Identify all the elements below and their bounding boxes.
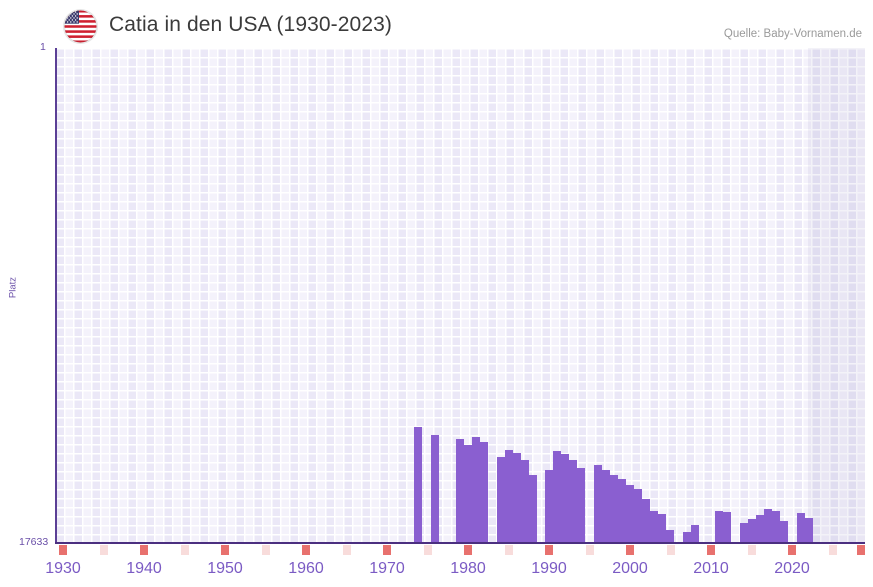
bar[interactable]: [683, 532, 691, 543]
x-axis-tick: [707, 545, 715, 555]
x-axis-line: [55, 542, 865, 544]
bar[interactable]: [740, 523, 748, 543]
source-credit: Quelle: Baby-Vornamen.de: [723, 28, 862, 40]
us-flag-icon: [64, 10, 97, 43]
bar[interactable]: [497, 457, 505, 543]
bar[interactable]: [618, 479, 626, 543]
x-axis-label: 1940: [126, 560, 162, 577]
x-axis-tick: [545, 545, 553, 555]
x-axis-tick: [140, 545, 148, 555]
x-axis-tick: [383, 545, 391, 555]
x-axis-tick: [100, 545, 108, 555]
y-axis-bottom-label: 17633: [19, 536, 49, 548]
bar[interactable]: [472, 437, 480, 543]
bar[interactable]: [569, 460, 577, 543]
x-axis-tick: [748, 545, 756, 555]
bar[interactable]: [505, 450, 513, 543]
x-axis-label: 1960: [288, 560, 324, 577]
bar[interactable]: [594, 465, 602, 543]
x-axis-tick: [424, 545, 432, 555]
bar[interactable]: [797, 513, 805, 543]
x-axis-tick: [788, 545, 796, 555]
x-axis-label: 1970: [369, 560, 405, 577]
bar[interactable]: [480, 442, 488, 543]
bar[interactable]: [715, 511, 723, 543]
x-axis-label: 1930: [45, 560, 81, 577]
x-axis-tick: [464, 545, 472, 555]
x-axis-tick: [343, 545, 351, 555]
y-axis-top-label: 1: [40, 41, 46, 53]
bar[interactable]: [414, 427, 422, 543]
x-axis-tick: [586, 545, 594, 555]
bar[interactable]: [666, 530, 674, 543]
x-axis-label: 1980: [450, 560, 486, 577]
bar[interactable]: [650, 511, 658, 543]
bar[interactable]: [545, 470, 553, 543]
x-axis-tick: [262, 545, 270, 555]
bar[interactable]: [626, 485, 634, 543]
bar[interactable]: [602, 470, 610, 543]
x-axis-tick: [626, 545, 634, 555]
bar[interactable]: [658, 514, 666, 543]
x-axis-label: 2020: [774, 560, 810, 577]
bar[interactable]: [764, 509, 772, 543]
bar[interactable]: [748, 519, 756, 543]
y-axis-title: Platz: [7, 276, 19, 299]
bar[interactable]: [456, 439, 464, 543]
x-axis-tick: [829, 545, 837, 555]
bar[interactable]: [780, 521, 788, 543]
bar[interactable]: [521, 460, 529, 543]
x-axis-tick: [221, 545, 229, 555]
x-axis-tick: [302, 545, 310, 555]
bar[interactable]: [464, 445, 472, 543]
bar[interactable]: [431, 435, 439, 543]
bar[interactable]: [756, 515, 764, 543]
bar[interactable]: [805, 518, 813, 543]
page-title: Catia in den USA (1930-2023): [109, 13, 392, 36]
x-axis-label: 1990: [531, 560, 567, 577]
x-axis-label: 1950: [207, 560, 243, 577]
x-axis-tick: [857, 545, 865, 555]
x-axis-label: 2000: [612, 560, 648, 577]
bar[interactable]: [577, 468, 585, 543]
x-axis-tick: [505, 545, 513, 555]
bar[interactable]: [513, 453, 521, 543]
bar[interactable]: [723, 512, 731, 543]
bar[interactable]: [634, 489, 642, 543]
x-axis-tick: [181, 545, 189, 555]
bar[interactable]: [561, 454, 569, 543]
bar[interactable]: [553, 451, 561, 543]
x-axis-tick: [667, 545, 675, 555]
y-axis-line: [55, 48, 57, 544]
plot-area: [55, 48, 865, 543]
bar[interactable]: [772, 511, 780, 543]
bar[interactable]: [529, 475, 537, 543]
x-axis-label: 2010: [693, 560, 729, 577]
x-axis-tick: [59, 545, 67, 555]
bar[interactable]: [642, 499, 650, 543]
bar[interactable]: [610, 475, 618, 543]
bar[interactable]: [691, 525, 699, 543]
